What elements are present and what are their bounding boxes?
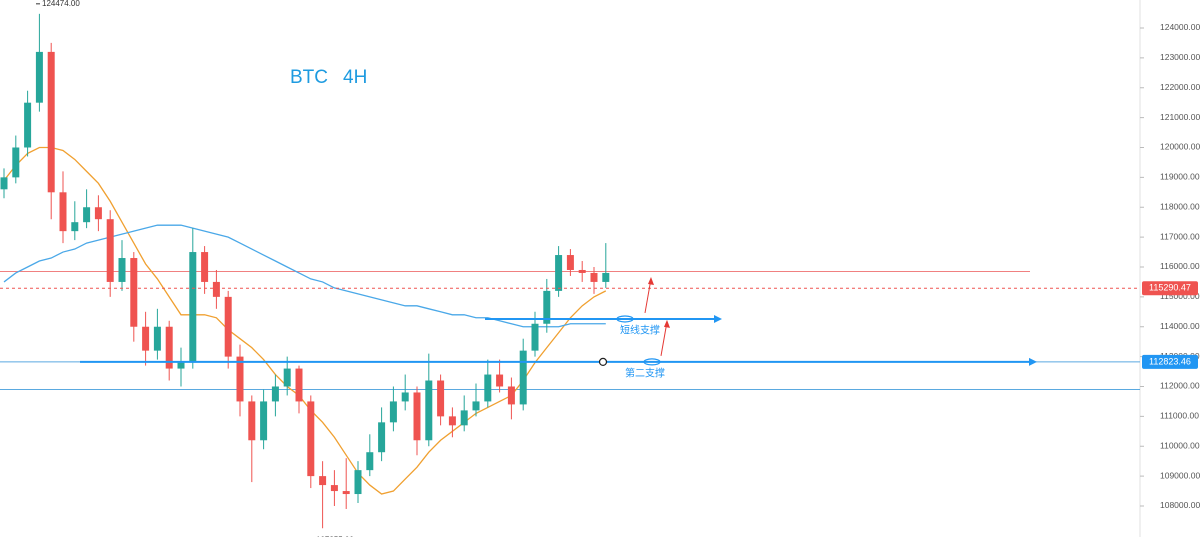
arrow-head: [1029, 357, 1037, 366]
marker-ellipse: [616, 315, 634, 323]
marker-ellipse: [643, 358, 661, 366]
high-label: 124474.00: [42, 0, 80, 8]
arrow-head: [714, 314, 722, 323]
candle-body: [142, 326, 150, 351]
candle-body: [295, 368, 303, 402]
y-tick-label: 119000.00: [1160, 172, 1200, 182]
candle-body: [578, 269, 586, 273]
candle-body: [24, 102, 32, 148]
y-tick-label: 123000.00: [1160, 52, 1200, 62]
candle-body: [555, 255, 563, 291]
candle-body: [531, 323, 539, 351]
price-tag-label: 115290.47: [1149, 283, 1191, 293]
moving-average: [3, 224, 606, 328]
y-tick-label: 124000.00: [1160, 22, 1200, 32]
candle-body: [130, 258, 138, 327]
y-tick-label: 111000.00: [1160, 411, 1199, 421]
candle-body: [59, 192, 67, 232]
moving-average: [3, 146, 607, 495]
red-arrow-head: [664, 319, 670, 328]
price-tag: [1142, 354, 1198, 369]
candle-body: [153, 326, 161, 351]
candle-body: [437, 380, 445, 417]
marker-circle: [598, 357, 608, 366]
candle-body: [165, 326, 173, 369]
candle-body: [472, 401, 480, 411]
price-tag-label: 112823.46: [1149, 356, 1191, 366]
candle-body: [0, 177, 8, 190]
y-tick-label: 108000.00: [1160, 500, 1200, 510]
y-tick-label: 115000.00: [1160, 291, 1200, 301]
symbol: BTC: [290, 67, 328, 88]
candle-body: [448, 416, 456, 426]
candle-body: [378, 422, 386, 453]
y-tick-label: 122000.00: [1160, 82, 1200, 92]
candle-body: [507, 386, 515, 405]
support-label: 第二支撑: [625, 367, 665, 380]
candle-body: [260, 401, 268, 441]
candle-body: [224, 296, 232, 357]
y-tick-label: 109000.00: [1160, 470, 1200, 480]
timeframe: 4H: [343, 67, 367, 88]
low-label: 107255.00: [316, 535, 354, 537]
candle-body: [271, 386, 279, 402]
candle-body: [189, 252, 197, 363]
y-tick-label: 114000.00: [1160, 321, 1200, 331]
candle-body: [47, 51, 55, 193]
candle-body: [94, 207, 102, 220]
candle-body: [401, 392, 409, 402]
candle-body: [590, 272, 598, 282]
candle-body: [106, 219, 114, 282]
candle-body: [248, 401, 256, 441]
candle-body: [389, 401, 397, 423]
candle-body: [283, 368, 291, 387]
candle-body: [118, 258, 126, 282]
y-tick-label: 117000.00: [1160, 231, 1200, 241]
price-tag: [1142, 281, 1198, 296]
candle-body: [35, 51, 43, 103]
y-tick-label: 121000.00: [1160, 112, 1200, 122]
candle-body: [543, 290, 551, 324]
candle-body: [425, 380, 433, 441]
candle-body: [236, 356, 244, 402]
candle-body: [496, 374, 504, 387]
candle-body: [12, 147, 20, 178]
y-tick-label: 110000.00: [1160, 440, 1200, 450]
y-tick-label: 116000.00: [1160, 261, 1200, 271]
candle-body: [212, 281, 220, 297]
candle-body: [342, 491, 350, 495]
candle-body: [330, 485, 338, 492]
candle-body: [566, 255, 574, 270]
y-tick-label: 118000.00: [1160, 201, 1200, 211]
support-label: 短线支撑: [620, 324, 660, 337]
candle-body: [177, 362, 185, 369]
candle-body: [354, 470, 362, 495]
candle-body: [602, 272, 610, 282]
candle-body: [484, 374, 492, 402]
candle-body: [366, 452, 374, 471]
red-arrow: [644, 278, 652, 314]
y-tick-label: 112000.00: [1160, 381, 1200, 391]
candle-body: [519, 350, 527, 405]
red-arrow-head: [648, 276, 654, 285]
candle-body: [460, 410, 468, 426]
red-arrow: [660, 321, 668, 356]
candle-body: [83, 207, 91, 223]
candle-body: [307, 401, 315, 477]
candle-body: [413, 392, 421, 441]
y-tick-label: 120000.00: [1160, 142, 1200, 152]
candle-body: [71, 222, 79, 232]
candle-body: [319, 476, 327, 486]
candle-body: [201, 252, 209, 282]
